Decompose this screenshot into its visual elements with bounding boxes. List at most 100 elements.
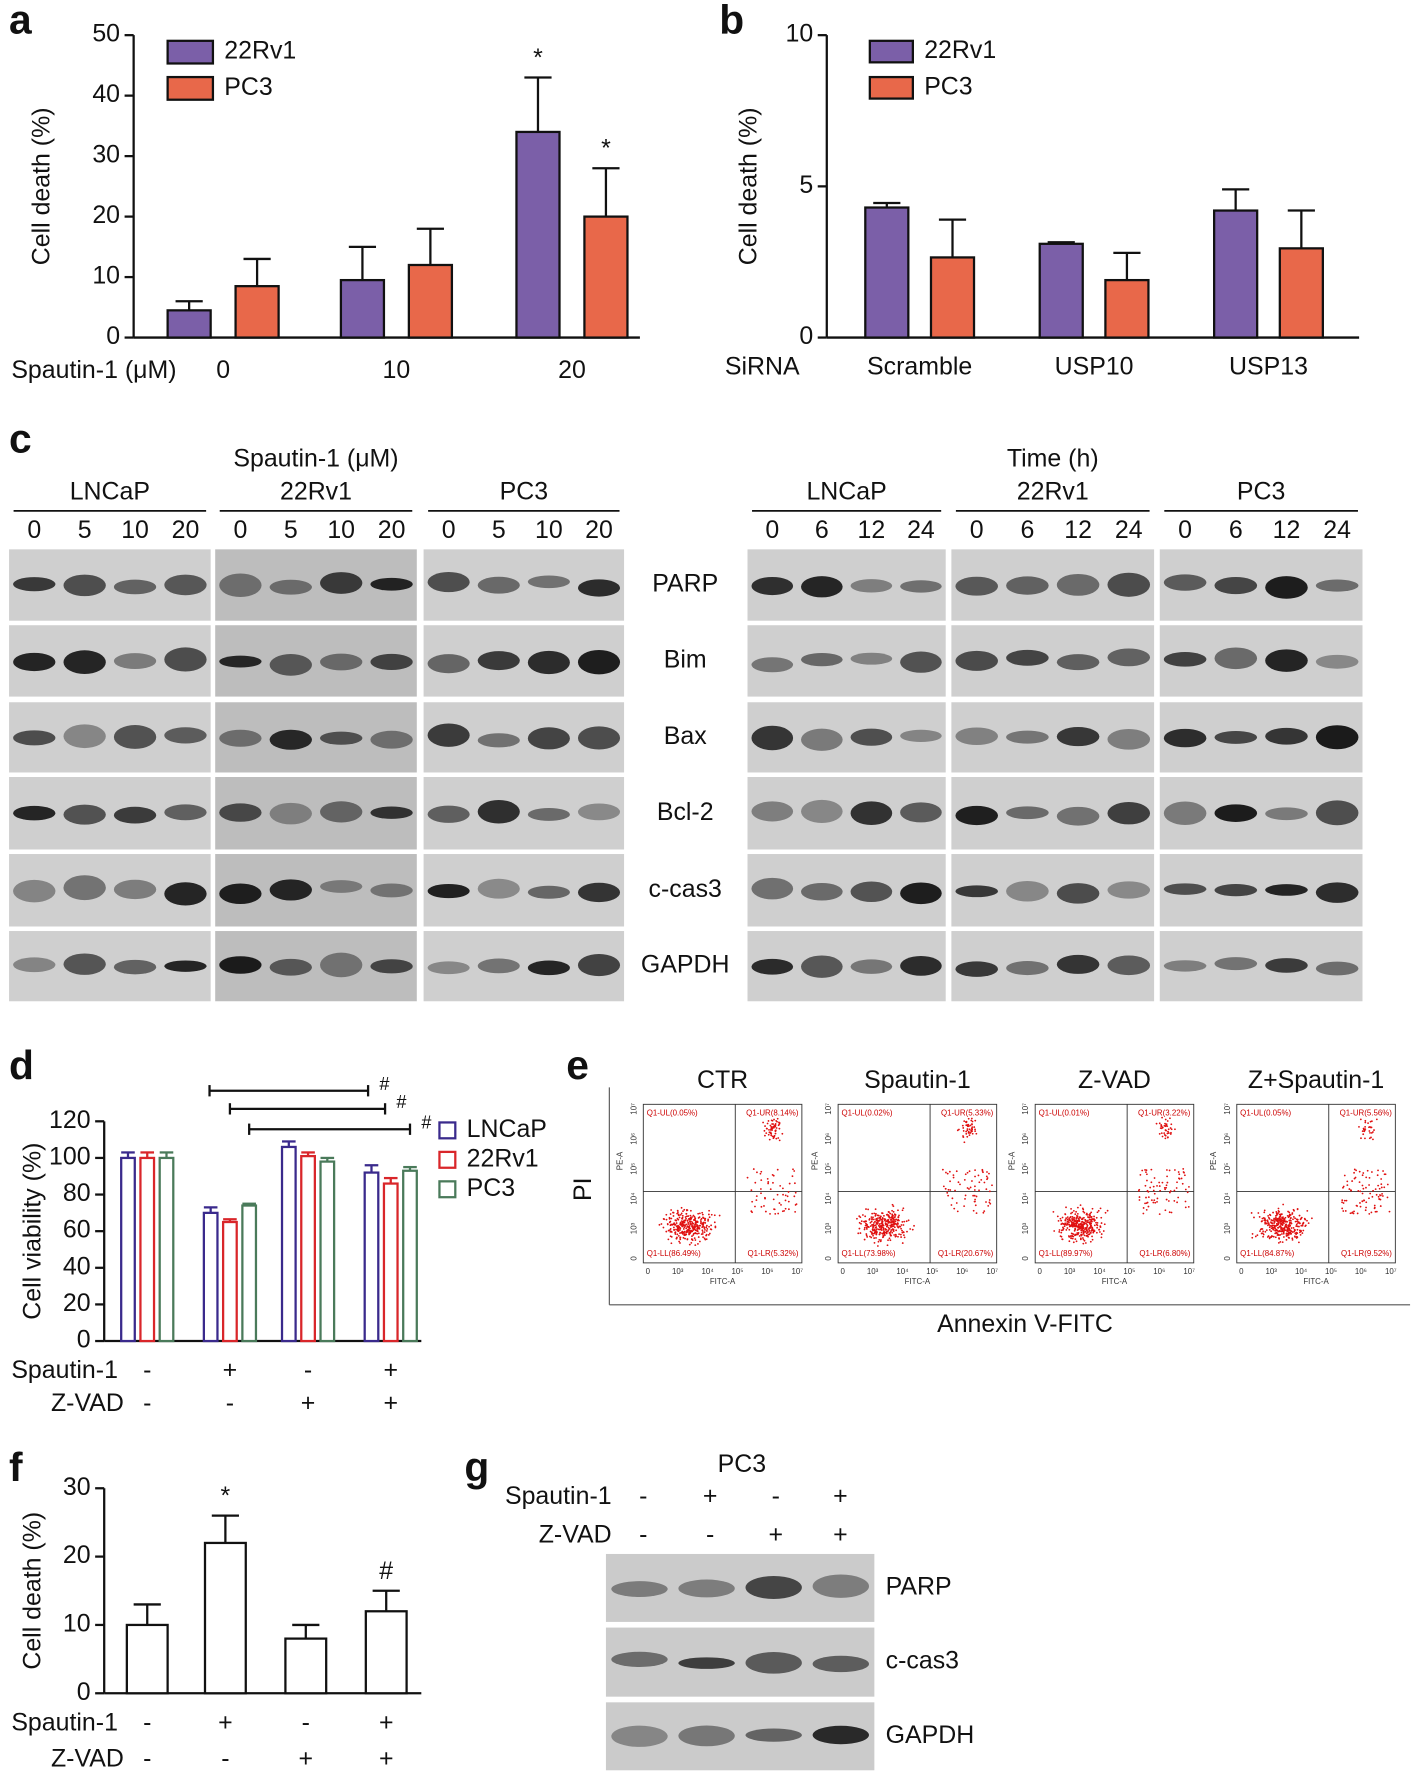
event-dot <box>1368 1184 1370 1186</box>
event-dot <box>1259 1230 1261 1233</box>
event-dot <box>681 1216 684 1219</box>
event-dot <box>1292 1216 1295 1218</box>
event-dot <box>679 1223 682 1226</box>
quadrant-label: Q1-LR(5.32%) <box>747 1249 798 1258</box>
event-dot <box>689 1223 692 1226</box>
blot-band <box>320 572 363 594</box>
blot-band <box>812 1725 869 1745</box>
event-dot <box>751 1211 753 1214</box>
protein-label: Bim <box>664 645 707 673</box>
event-dot <box>1091 1207 1094 1210</box>
quadrant-label: Q1-UL(0.05%) <box>1240 1108 1291 1117</box>
event-dot <box>864 1224 867 1227</box>
event-dot <box>877 1221 879 1224</box>
event-dot <box>1253 1216 1255 1219</box>
event-dot <box>679 1229 681 1231</box>
bar <box>300 1154 316 1343</box>
event-dot <box>892 1225 895 1228</box>
event-dot <box>1074 1227 1077 1230</box>
blot-band <box>527 885 570 899</box>
event-dot <box>1374 1188 1377 1191</box>
event-dot <box>702 1236 705 1239</box>
event-dot <box>878 1219 881 1222</box>
blot-band <box>678 1579 735 1598</box>
event-dot <box>966 1129 969 1132</box>
event-dot <box>1106 1209 1109 1212</box>
event-dot <box>777 1137 780 1139</box>
event-dot <box>902 1231 905 1234</box>
event-dot <box>1377 1184 1380 1187</box>
event-dot <box>1275 1219 1277 1222</box>
event-dot <box>889 1239 892 1242</box>
event-dot <box>1363 1129 1366 1132</box>
event-dot <box>1346 1184 1349 1187</box>
event-dot <box>1370 1126 1373 1129</box>
event-dot <box>771 1173 774 1176</box>
event-dot <box>893 1234 896 1236</box>
bar <box>1104 278 1150 339</box>
event-dot <box>876 1228 878 1230</box>
bar <box>363 1171 380 1343</box>
event-dot <box>1251 1233 1254 1235</box>
y-tick-label: 0 <box>824 1256 833 1261</box>
event-dot <box>1182 1168 1185 1170</box>
legend-label: 22Rv1 <box>924 36 996 64</box>
event-dot <box>1273 1217 1276 1220</box>
event-dot <box>1170 1211 1173 1214</box>
y-tick-label: 80 <box>63 1179 91 1207</box>
event-dot <box>760 1192 762 1195</box>
event-dot <box>891 1209 893 1212</box>
blot-band <box>427 723 470 747</box>
event-dot <box>1386 1196 1389 1199</box>
event-dot <box>871 1224 873 1226</box>
event-dot <box>1145 1173 1148 1176</box>
event-dot <box>1276 1219 1279 1222</box>
event-dot <box>1282 1230 1285 1233</box>
event-dot <box>1173 1189 1176 1192</box>
event-dot <box>1060 1235 1063 1238</box>
legend-label: PC3 <box>224 73 272 101</box>
event-dot <box>1372 1131 1374 1133</box>
event-dot <box>685 1233 688 1236</box>
event-dot <box>975 1212 978 1215</box>
event-dot <box>901 1221 904 1223</box>
event-dot <box>683 1234 686 1237</box>
event-dot <box>874 1224 877 1227</box>
event-dot <box>974 1128 976 1131</box>
event-dot <box>1298 1214 1301 1217</box>
event-dot <box>1264 1222 1267 1225</box>
event-dot <box>885 1223 888 1226</box>
event-dot <box>1365 1176 1368 1179</box>
blot-band <box>219 803 262 822</box>
event-dot <box>867 1225 870 1228</box>
event-dot <box>779 1184 782 1187</box>
event-dot <box>974 1200 976 1203</box>
event-dot <box>1165 1129 1168 1132</box>
event-dot <box>685 1209 688 1211</box>
cell-line-label: LNCaP <box>70 477 150 505</box>
condition-sign: - <box>639 1520 647 1548</box>
y-tick-label: 20 <box>63 1289 91 1317</box>
event-dot <box>1153 1199 1156 1202</box>
event-dot <box>896 1223 898 1226</box>
event-dot <box>1072 1235 1075 1238</box>
event-dot <box>1380 1178 1383 1180</box>
event-dot <box>1099 1226 1102 1228</box>
event-dot <box>793 1170 796 1172</box>
event-dot <box>901 1229 903 1232</box>
event-dot <box>677 1218 680 1221</box>
condition-sign: - <box>221 1745 229 1773</box>
blot-band <box>751 725 794 751</box>
event-dot <box>763 1129 766 1132</box>
event-dot <box>691 1238 693 1241</box>
blot-band <box>164 647 207 672</box>
event-dot <box>965 1121 968 1124</box>
event-dot <box>1066 1218 1069 1221</box>
lane-label: 12 <box>858 516 886 544</box>
event-dot <box>746 1176 749 1179</box>
event-dot <box>1078 1235 1081 1237</box>
y-tick-label: 10⁵ <box>1021 1163 1030 1175</box>
event-dot <box>669 1213 672 1215</box>
event-dot <box>873 1224 876 1227</box>
blot-band <box>370 806 413 819</box>
